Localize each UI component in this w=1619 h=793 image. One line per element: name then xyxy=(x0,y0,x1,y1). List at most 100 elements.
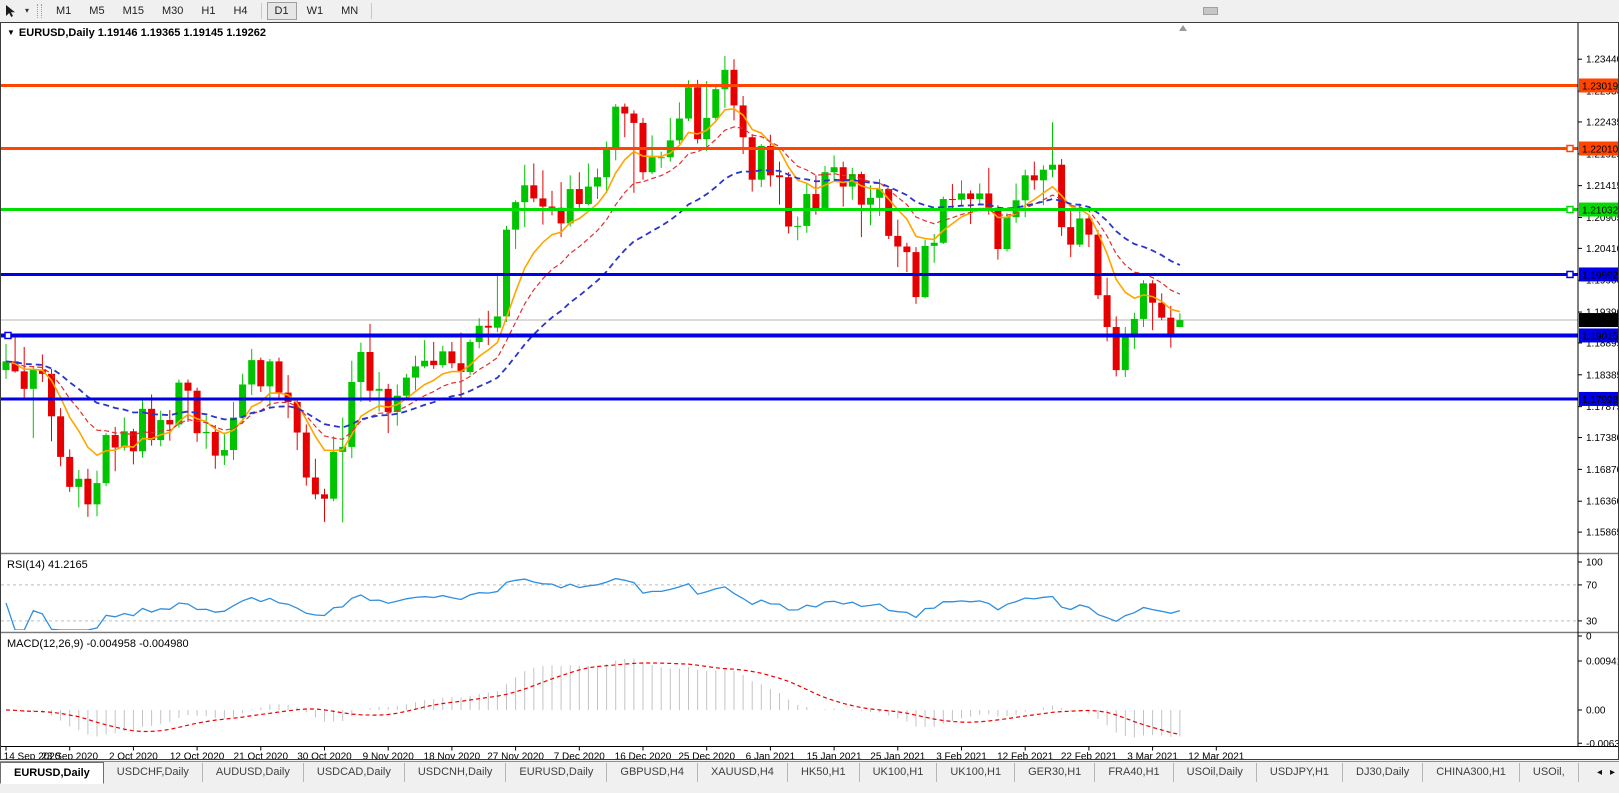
date-label: 15 Jan 2021 xyxy=(807,752,862,760)
chart-canvas[interactable]: 1.234401.229301.224351.219251.214151.209… xyxy=(1,23,1618,759)
price-axis-label: 1.16360 xyxy=(1586,497,1618,508)
candle-body xyxy=(239,384,247,418)
date-label: 27 Nov 2020 xyxy=(487,752,544,760)
macd-axis-label: -0.006388 xyxy=(1586,739,1618,750)
macd-axis-label: 0.00 xyxy=(1586,706,1606,717)
timeframe-button-m15[interactable]: M15 xyxy=(122,4,144,17)
candle-body xyxy=(575,189,583,205)
timeframe-button-h1[interactable]: H1 xyxy=(201,4,216,17)
candle-body xyxy=(284,392,292,402)
candle-body xyxy=(1149,283,1157,303)
timeframe-button-m1[interactable]: M1 xyxy=(56,4,72,17)
candle-body xyxy=(38,369,46,374)
candle-body xyxy=(739,105,747,138)
candle-body xyxy=(193,390,201,434)
candle-body xyxy=(994,207,1002,249)
candle-body xyxy=(657,157,665,159)
chart-scroll-thumb[interactable] xyxy=(1203,7,1218,15)
candle-body xyxy=(776,175,783,178)
toolbar-grip[interactable] xyxy=(37,3,42,18)
price-axis-label: 1.18895 xyxy=(1586,338,1618,349)
date-label: 23 Sep 2020 xyxy=(41,752,98,760)
candle-body xyxy=(921,245,929,298)
candle-body xyxy=(366,352,374,391)
candle-body xyxy=(2,361,10,371)
chart-window[interactable]: 1.234401.229301.224351.219251.214151.209… xyxy=(0,22,1619,760)
hline-handle[interactable] xyxy=(1566,144,1574,153)
cursor-dropdown-icon[interactable]: ▾ xyxy=(24,6,29,15)
macd-axis-label: 0.009412 xyxy=(1586,657,1618,668)
candle-body xyxy=(120,431,128,448)
hline-handle[interactable] xyxy=(1566,270,1574,279)
date-label: 14 Sep 2020 xyxy=(4,752,61,760)
candle-body xyxy=(1121,337,1129,371)
chart-tab-usdcad-daily[interactable]: USDCAD,Daily xyxy=(304,763,405,782)
candle-body xyxy=(794,225,802,227)
timeframe-button-h4[interactable]: H4 xyxy=(233,4,248,17)
chart-tab-gbpusd-h4[interactable]: GBPUSD,H4 xyxy=(607,763,698,782)
price-tag-label: 1.23019 xyxy=(1582,81,1618,92)
candle-body xyxy=(939,199,947,243)
chart-tab-ger30-h1[interactable]: GER30,H1 xyxy=(1015,763,1096,782)
chart-tab-eurusd-daily[interactable]: EURUSD,Daily xyxy=(506,763,608,782)
toolbar-separator xyxy=(371,2,373,19)
chart-tab-china300-h1[interactable]: CHINA300,H1 xyxy=(1423,763,1520,782)
chart-tab-dj30-daily[interactable]: DJ30,Daily xyxy=(1343,763,1424,782)
hline-handle[interactable] xyxy=(1566,205,1574,214)
price-tag-label: 1.19015 xyxy=(1582,331,1618,342)
chart-tab-audusd-daily[interactable]: AUDUSD,Daily xyxy=(203,763,304,782)
candle-body xyxy=(266,361,274,387)
chart-tab-bar: EURUSD,Daily USDCHF,Daily AUDUSD,Daily USDC… xyxy=(0,761,1619,793)
candle-body xyxy=(412,366,419,378)
timeframe-button-mn[interactable]: MN xyxy=(341,4,359,17)
chart-collapse-icon[interactable]: ▼ xyxy=(7,28,15,37)
chart-tab-xauusd-h4[interactable]: XAUUSD,H4 xyxy=(698,763,788,782)
timeframe-button-w1[interactable]: W1 xyxy=(306,4,324,17)
candle-body xyxy=(330,451,338,499)
candle-body xyxy=(512,202,520,230)
candle-body xyxy=(157,420,165,441)
candle-body xyxy=(766,145,774,176)
chart-tab-usdchf-daily[interactable]: USDCHF,Daily xyxy=(104,763,203,782)
candle-body xyxy=(220,450,228,456)
timeframe-button-d1[interactable]: D1 xyxy=(266,1,297,20)
timeframe-button-m30[interactable]: M30 xyxy=(161,4,184,17)
candle-body xyxy=(1085,218,1093,235)
macd-histogram xyxy=(14,658,1181,738)
candle-body xyxy=(1030,175,1038,181)
chart-title-text: EURUSD,Daily 1.19146 1.19365 1.19145 1.1… xyxy=(18,27,266,39)
price-axis-label: 1.23440 xyxy=(1586,55,1618,66)
price-tag-label: 1.19992 xyxy=(1582,270,1618,281)
candle-body xyxy=(967,193,975,200)
candle-body xyxy=(57,416,65,457)
candle-body xyxy=(202,431,210,434)
rsi-axis-label: 70 xyxy=(1586,580,1598,591)
hline-handle[interactable] xyxy=(4,331,12,340)
chart-tab-uk100-h1[interactable]: UK100,H1 xyxy=(860,763,938,782)
cursor-tool-icon[interactable] xyxy=(0,2,20,20)
chart-tab-usoil-[interactable]: USOil, xyxy=(1520,763,1579,782)
chart-tab-hk50-h1[interactable]: HK50,H1 xyxy=(788,763,860,782)
candle-body xyxy=(1167,317,1175,338)
candle-body xyxy=(748,137,756,180)
timeframe-button-m5[interactable]: M5 xyxy=(89,4,105,17)
candle-body xyxy=(876,189,884,198)
price-tag-label: 1.22010 xyxy=(1582,144,1618,155)
candle-body xyxy=(230,417,237,451)
candle-body xyxy=(712,89,720,118)
tab-scroll-left-icon[interactable]: ◂ xyxy=(1596,766,1602,778)
chart-tab-fra40-h1[interactable]: FRA40,H1 xyxy=(1095,763,1174,782)
candle-body xyxy=(375,388,383,391)
candle-body xyxy=(321,494,328,499)
tab-scroll-right-icon[interactable]: ▸ xyxy=(1609,766,1615,778)
chart-tab-usdcnh-daily[interactable]: USDCNH,Daily xyxy=(405,763,507,782)
macd-indicator-label: MACD(12,26,9) -0.004958 -0.004980 xyxy=(7,638,189,650)
chart-tab-usdjpy-h1[interactable]: USDJPY,H1 xyxy=(1257,763,1344,782)
candle-body xyxy=(694,87,702,140)
chart-tab-usoil-daily[interactable]: USOil,Daily xyxy=(1174,763,1257,782)
date-label: 12 Oct 2020 xyxy=(170,752,225,760)
date-label: 3 Mar 2021 xyxy=(1127,752,1178,760)
chart-tab-uk100-h1[interactable]: UK100,H1 xyxy=(937,763,1016,782)
candle-body xyxy=(594,177,601,187)
chart-tab-eurusd-daily[interactable]: EURUSD,Daily xyxy=(0,762,104,784)
